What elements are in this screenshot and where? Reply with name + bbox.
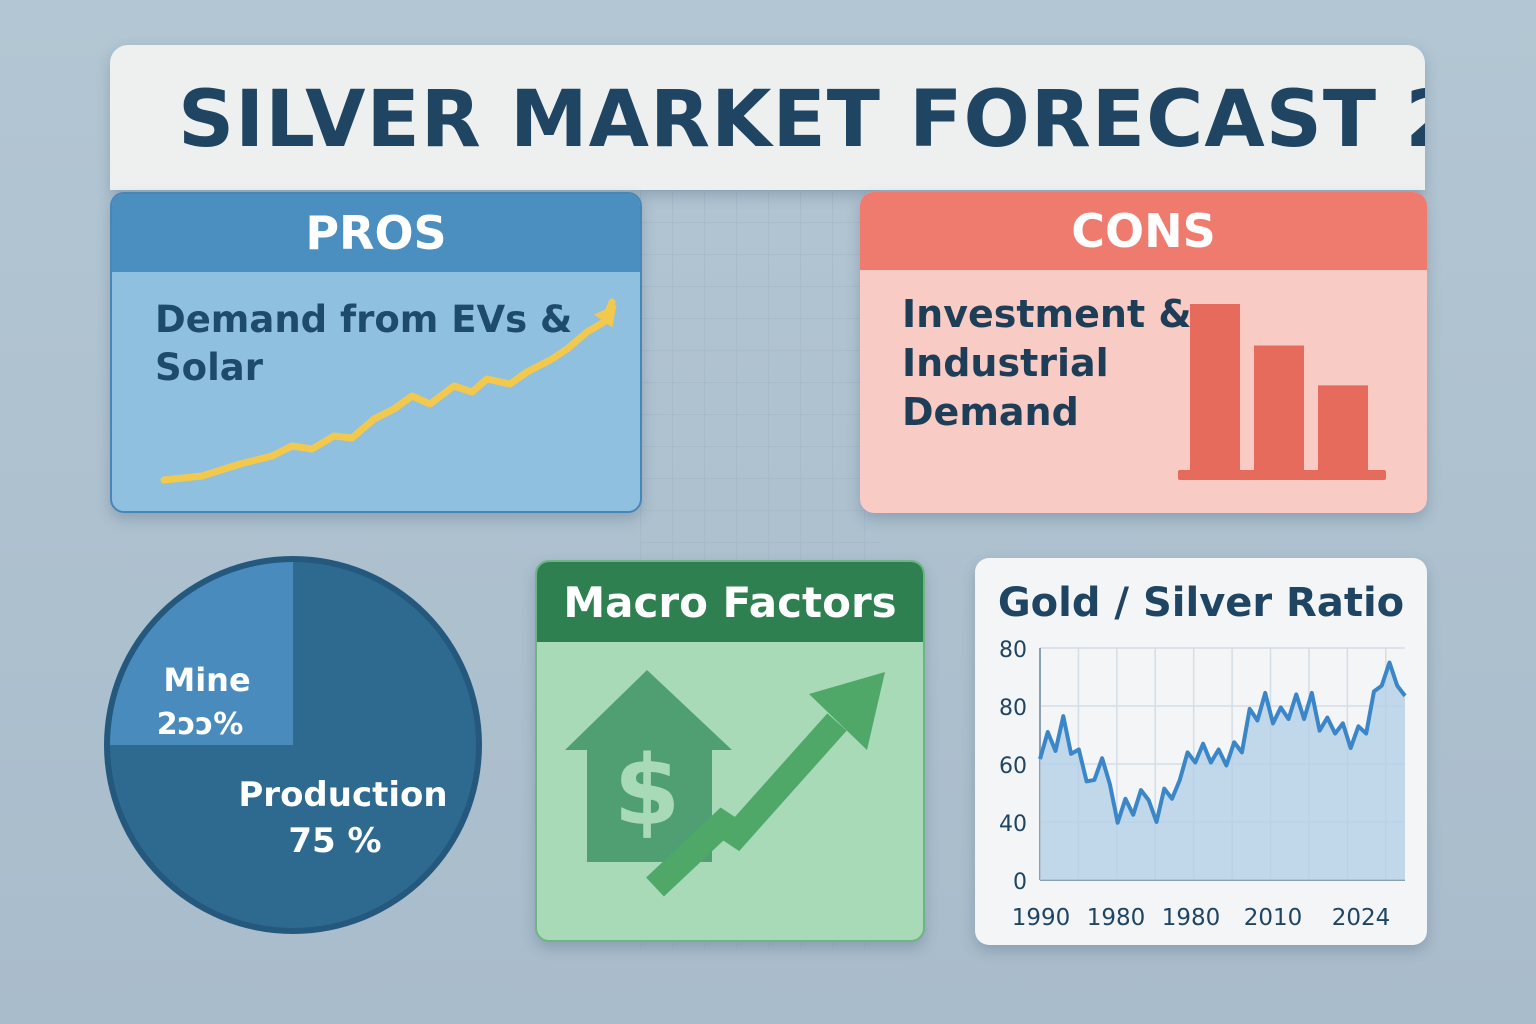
page-title: SILVER MARKET FORECAST 2026 (178, 75, 1425, 165)
pros-text: Demand from EVs & Solar (155, 298, 573, 389)
pie-value-production: 75 % (288, 821, 381, 861)
y-tick-label: 80 (999, 696, 1027, 721)
trend-up-arrow-icon (160, 298, 617, 484)
x-tick-label: 2010 (1244, 905, 1303, 931)
chart-title: Gold / Silver Ratio (997, 580, 1405, 626)
bar-baseline (1178, 470, 1386, 480)
pros-card: PROS Demand from EVs & Solar (110, 192, 642, 513)
macro-header: Macro Factors (537, 562, 923, 642)
cons-card: CONS Investment & Industrial Demand (860, 192, 1427, 513)
x-tick-label: 1990 (1012, 905, 1071, 931)
bar-1 (1190, 304, 1240, 470)
cons-header: CONS (860, 192, 1427, 270)
y-tick-label: 40 (999, 812, 1027, 837)
gold-silver-ratio-card: Gold / Silver Ratio 0 40 60 80 80 1990 1980 198… (975, 558, 1427, 945)
pros-header: PROS (112, 194, 640, 272)
ratio-line-chart: 0 40 60 80 80 1990 1980 1980 2010 2024 (999, 638, 1407, 931)
y-tick-label: 80 (999, 638, 1027, 663)
bar-3 (1318, 385, 1368, 470)
bar-2 (1254, 345, 1304, 470)
y-tick-label: 0 (1013, 870, 1027, 895)
cons-text: Investment & Industrial Demand (902, 290, 1191, 437)
cons-line-3: Demand (902, 390, 1079, 434)
x-tick-label: 1980 (1087, 905, 1146, 931)
x-tick-label: 2024 (1332, 905, 1391, 931)
pie-label-mine: Mine (163, 661, 250, 699)
x-tick-label: 1980 (1162, 905, 1221, 931)
cons-line-2: Industrial (902, 341, 1109, 385)
dollar-sign: $ (614, 735, 681, 847)
growth-arrow-icon (646, 672, 885, 897)
macro-card: Macro Factors $ (535, 560, 925, 942)
pie-value-mine: 2ɔɔ% (157, 707, 244, 742)
ratio-line (1038, 660, 1407, 825)
house-dollar-icon: $ (565, 670, 732, 862)
cons-line-1: Investment & (902, 292, 1192, 336)
pie-chart: Mine 2ɔɔ% Production 75 % (104, 556, 482, 934)
pie-slice-mine (110, 562, 293, 745)
bar-chart (1178, 304, 1386, 480)
area-fill (1040, 662, 1405, 880)
title-banner: SILVER MARKET FORECAST 2026 (110, 45, 1425, 190)
pie-label-production: Production (238, 775, 447, 815)
y-tick-label: 60 (999, 754, 1027, 779)
